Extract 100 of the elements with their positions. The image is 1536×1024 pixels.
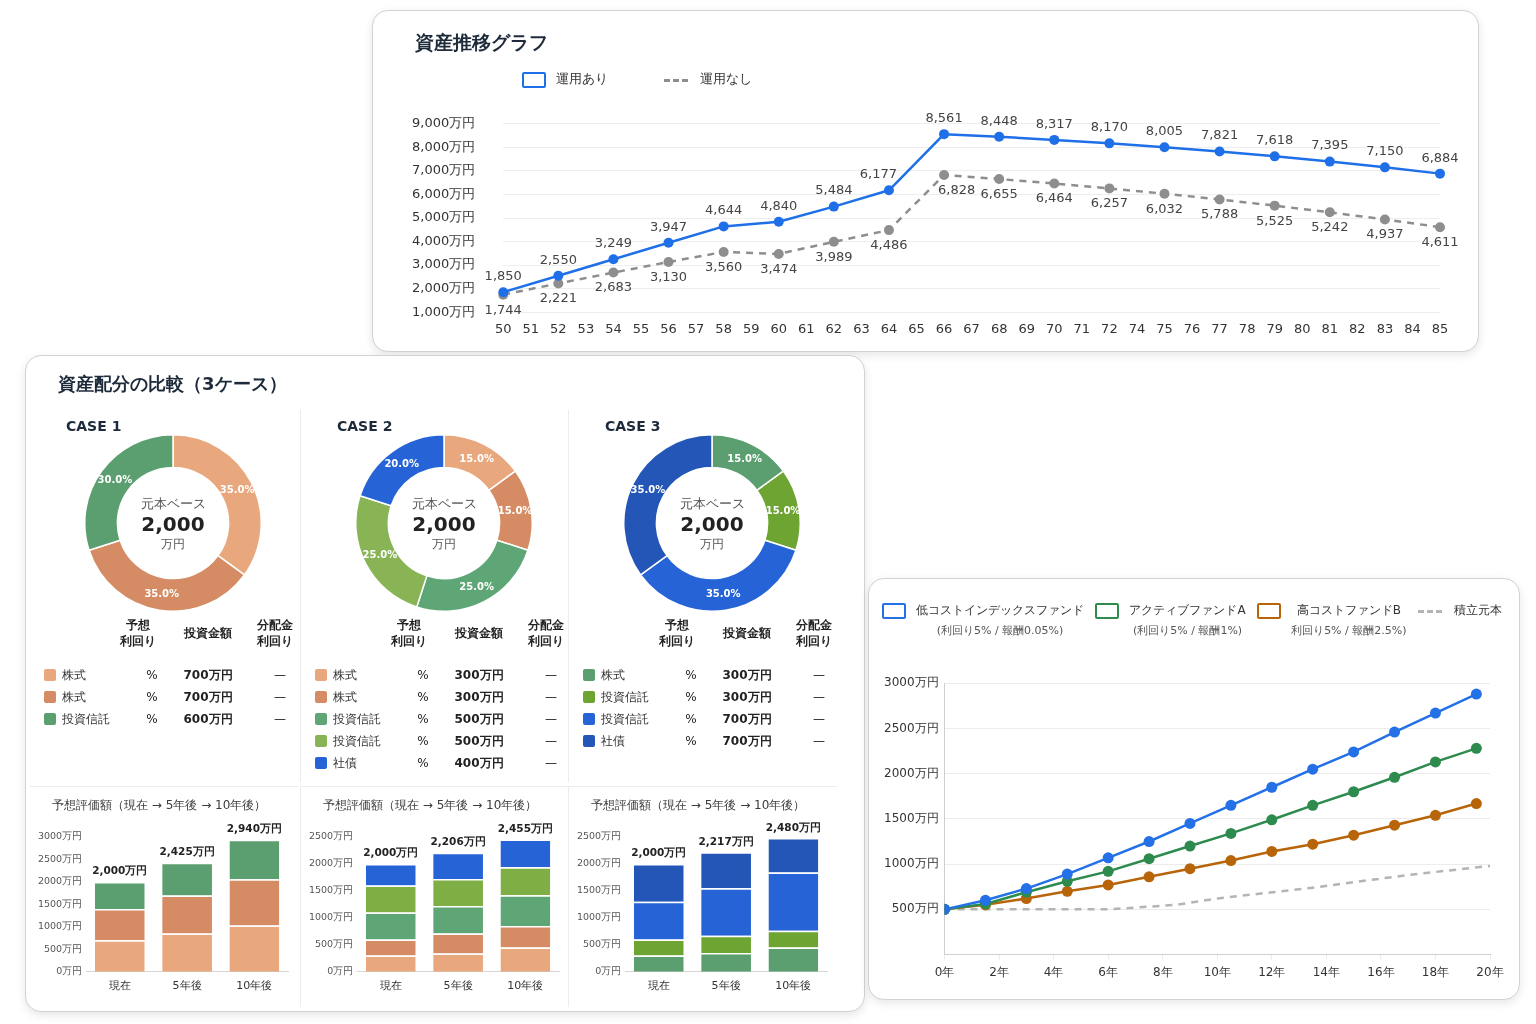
data-label: 4,937 bbox=[1366, 226, 1404, 242]
text: 500万円 bbox=[453, 711, 505, 728]
x-tick-label: 84 bbox=[1404, 321, 1421, 337]
x-tick-label: 54 bbox=[605, 321, 622, 337]
x-tick-label: 63 bbox=[853, 321, 870, 337]
x-tick-label: 61 bbox=[798, 321, 815, 337]
text: % bbox=[685, 712, 697, 726]
x-tick-label: 10年 bbox=[1203, 964, 1231, 979]
data-label: 6,655 bbox=[980, 185, 1018, 201]
data-label: 6,828 bbox=[938, 181, 976, 197]
x-tick-label: 59 bbox=[742, 321, 760, 337]
total-label: 2,480万円 bbox=[765, 820, 821, 833]
y-tick-label: 3,000万円 bbox=[412, 256, 476, 272]
x-tick-label: 16年 bbox=[1367, 964, 1395, 979]
x-tick-label: 75 bbox=[1156, 321, 1173, 337]
text: 300万円 bbox=[453, 689, 505, 706]
data-label: 15.0% bbox=[727, 452, 762, 464]
x-tick-label: 65 bbox=[908, 321, 925, 337]
legend-label: 高コストファンドB 利回り5% / 報酬2.5%) bbox=[1291, 602, 1407, 639]
total-label: 2,455万円 bbox=[497, 821, 553, 834]
text: — bbox=[544, 755, 558, 772]
data-label: 3,989 bbox=[815, 248, 853, 264]
legend-label: 積立元本 bbox=[1453, 602, 1502, 618]
legend-label: アクティブファンドA (利回り5% / 報酬1%) bbox=[1129, 602, 1246, 639]
text: — bbox=[273, 689, 287, 706]
data-label: 2,221 bbox=[539, 290, 577, 306]
y-tick-label: 1000万円 bbox=[308, 911, 354, 923]
legend-label: 投資信託 bbox=[333, 733, 381, 750]
data-label: 4,611 bbox=[1421, 234, 1459, 250]
data-label: 6,464 bbox=[1035, 190, 1073, 206]
chart-title: 予想評価額（現在 → 5年後 → 10年後） bbox=[323, 797, 538, 814]
data-label: 5,788 bbox=[1200, 206, 1239, 222]
x-tick-label: 10年後 bbox=[507, 979, 544, 993]
legend-label: 投資信託 bbox=[333, 711, 381, 728]
legend-label: 株式 bbox=[333, 667, 357, 684]
total-label: 2,940万円 bbox=[226, 822, 282, 835]
data-label: 6,032 bbox=[1145, 200, 1184, 216]
text: 700万円 bbox=[182, 689, 234, 706]
x-tick-label: 53 bbox=[577, 321, 595, 337]
data-label: 30.0% bbox=[97, 474, 133, 486]
x-tick-label: 62 bbox=[825, 321, 843, 337]
data-label: 15.0% bbox=[765, 505, 801, 517]
text: 300万円 bbox=[721, 667, 773, 684]
x-tick-label: 0年 bbox=[934, 964, 955, 979]
y-tick-label: 2000万円 bbox=[576, 857, 622, 869]
x-tick-label: 20年 bbox=[1476, 964, 1504, 979]
y-tick-label: 1500万円 bbox=[308, 884, 354, 896]
y-tick-label: 1500万円 bbox=[576, 884, 622, 896]
total-label: 2,217万円 bbox=[698, 834, 754, 847]
data-label: 3,947 bbox=[649, 218, 688, 234]
x-tick-label: 85 bbox=[1431, 321, 1449, 337]
x-tick-label: 78 bbox=[1238, 321, 1256, 337]
data-label: 6,177 bbox=[859, 166, 897, 182]
text: % bbox=[417, 690, 429, 704]
text: 万円 bbox=[432, 535, 456, 552]
y-tick-label: 5,000万円 bbox=[412, 209, 476, 225]
x-tick-label: 55 bbox=[632, 321, 650, 337]
data-label: 7,395 bbox=[1311, 137, 1349, 153]
x-tick-label: 現在 bbox=[647, 979, 670, 993]
text: — bbox=[273, 667, 287, 684]
text: 予想利回り bbox=[391, 617, 427, 649]
data-label: 8,317 bbox=[1035, 115, 1073, 131]
text: 元本ベース bbox=[411, 494, 477, 512]
x-tick-label: 10年後 bbox=[775, 979, 812, 993]
text: 分配金利回り bbox=[528, 617, 564, 649]
x-tick-label: 69 bbox=[1018, 321, 1035, 337]
data-label: 3,474 bbox=[760, 260, 798, 276]
x-tick-label: 6年 bbox=[1098, 964, 1118, 979]
y-tick-label: 7,000万円 bbox=[412, 162, 476, 178]
data-label: 25.0% bbox=[459, 580, 494, 592]
text: % bbox=[146, 712, 158, 726]
text: 700万円 bbox=[182, 667, 234, 684]
x-tick-label: 71 bbox=[1073, 321, 1091, 337]
legend-label: 社債 bbox=[333, 755, 357, 772]
legend-label: 投資信託 bbox=[601, 689, 649, 706]
legend-label: 株式 bbox=[601, 667, 625, 684]
data-label: 35.0% bbox=[219, 483, 255, 495]
y-tick-label: 500万円 bbox=[891, 901, 939, 916]
data-label: 35.0% bbox=[705, 587, 741, 599]
text: — bbox=[812, 733, 826, 750]
x-tick-label: 18年 bbox=[1421, 964, 1450, 979]
legend-label: 投資信託 bbox=[62, 711, 110, 728]
text: % bbox=[146, 690, 158, 704]
x-tick-label: 5年後 bbox=[172, 979, 202, 993]
data-label: 5,525 bbox=[1256, 212, 1294, 228]
text: — bbox=[544, 711, 558, 728]
y-tick-label: 1500万円 bbox=[37, 897, 83, 909]
legend-label: 投資信託 bbox=[601, 711, 649, 728]
data-label: 15.0% bbox=[497, 505, 533, 517]
y-tick-label: 3000万円 bbox=[37, 830, 83, 842]
x-tick-label: 57 bbox=[687, 321, 705, 337]
data-label: 4,840 bbox=[760, 197, 798, 213]
total-label: 2,206万円 bbox=[430, 835, 486, 848]
text: % bbox=[685, 668, 697, 682]
y-tick-label: 2500万円 bbox=[37, 852, 83, 864]
data-label: 6,257 bbox=[1090, 195, 1128, 211]
y-tick-label: 3000万円 bbox=[883, 675, 939, 690]
y-tick-label: 8,000万円 bbox=[412, 138, 476, 154]
legend-label: 運用あり bbox=[556, 71, 608, 88]
data-label: 7,821 bbox=[1200, 127, 1239, 143]
